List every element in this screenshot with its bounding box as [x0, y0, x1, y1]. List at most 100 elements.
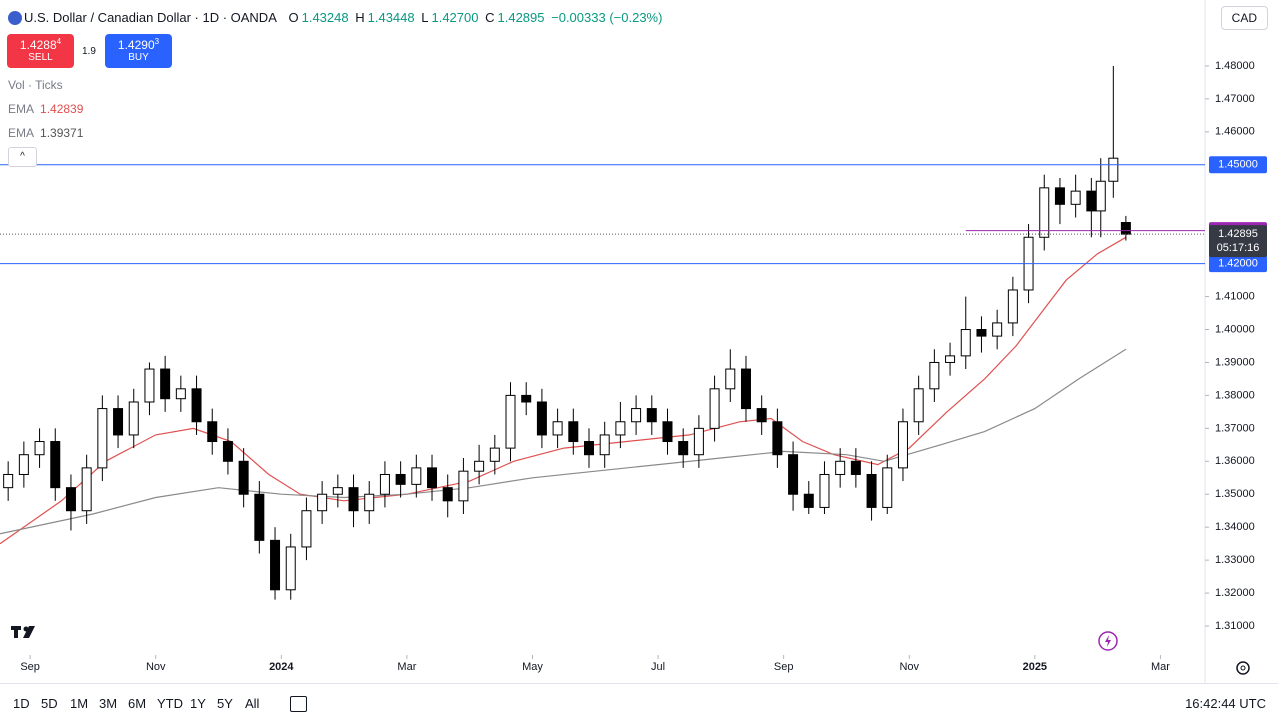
candle-body	[976, 329, 987, 337]
x-tick-label: Mar	[1151, 661, 1170, 673]
buy-button[interactable]: 1.42903 BUY	[105, 34, 172, 68]
x-tick-label: Nov	[146, 661, 166, 673]
sell-button[interactable]: 1.42884 SELL	[7, 34, 74, 68]
candle-body	[897, 421, 908, 469]
indicator-name: Vol · Ticks	[8, 78, 63, 92]
candle-body	[1120, 222, 1131, 235]
sell-price: 1.4288	[19, 38, 57, 52]
candle-body	[772, 421, 783, 456]
candle-body	[50, 441, 61, 489]
tv-logo	[11, 626, 35, 638]
candle-body	[599, 434, 610, 456]
candle-body	[1095, 180, 1106, 212]
flag-icon	[8, 11, 22, 25]
candle-body	[1039, 187, 1050, 238]
candle-body	[521, 394, 532, 403]
candle-body	[458, 470, 469, 502]
range-button[interactable]: 1Y	[190, 696, 206, 711]
candle-body	[222, 441, 233, 462]
level-label-box	[1209, 156, 1267, 174]
y-tick-label: 1.31000	[1215, 620, 1255, 632]
candle-body	[678, 441, 689, 456]
candle-body	[3, 473, 14, 489]
candle-body	[411, 467, 422, 485]
range-button[interactable]: 1M	[70, 696, 89, 711]
y-tick-label: 1.46000	[1215, 126, 1255, 138]
candle-body	[992, 322, 1003, 337]
y-tick-label: 1.37000	[1215, 422, 1255, 434]
buy-pip: 3	[154, 37, 160, 46]
candle-body	[866, 473, 877, 508]
candle-body	[631, 408, 642, 423]
candle-body	[191, 388, 202, 423]
ema-line	[0, 348, 1127, 535]
symbol-title: U.S. Dollar / Canadian Dollar · 1D · OAN…	[24, 10, 277, 25]
candle-body	[615, 421, 626, 436]
plot-area	[0, 65, 1205, 600]
indicator[interactable]: EMA 1.42839	[8, 102, 83, 116]
level-label-box	[1209, 255, 1267, 273]
range-button[interactable]: 5Y	[217, 696, 233, 711]
candle-body	[379, 473, 390, 495]
candle-body	[709, 388, 720, 429]
range-button[interactable]: YTD	[157, 696, 183, 711]
candle-body	[113, 408, 124, 436]
axes: 1.31000 1.32000 1.33000 1.34000 1.35000 1.360…	[20, 60, 1267, 673]
change: −0.00333 (−0.23%)	[551, 10, 663, 25]
level-label: 1.42000	[1218, 258, 1258, 270]
currency-button[interactable]: CAD	[1220, 6, 1268, 30]
candle-body	[756, 408, 767, 423]
y-tick-label: 1.38000	[1215, 389, 1255, 401]
candle-body	[850, 460, 861, 475]
candle-body	[348, 487, 359, 512]
x-tick-label: 2024	[269, 661, 294, 673]
x-tick-label: Jul	[651, 661, 665, 673]
y-tick-label: 1.41000	[1215, 290, 1255, 302]
collapse-button[interactable]: ^	[8, 147, 37, 167]
indicator[interactable]: Vol · Ticks	[8, 78, 63, 92]
range-button[interactable]: All	[245, 696, 260, 711]
candle-body	[489, 447, 500, 462]
candle-body	[160, 368, 171, 400]
candle-body	[1007, 289, 1018, 324]
candle-body	[788, 454, 799, 495]
indicator[interactable]: EMA 1.39371	[8, 126, 83, 140]
y-tick-label: 1.39000	[1215, 356, 1255, 368]
low-value: 1.42700	[431, 10, 479, 25]
candle-body	[270, 539, 281, 591]
last-price-label: 1.42895	[1218, 228, 1258, 240]
settings-icon[interactable]	[1236, 661, 1250, 675]
buy-price: 1.4290	[117, 38, 155, 52]
x-tick-label: Sep	[20, 661, 40, 673]
calendar-icon[interactable]	[290, 696, 307, 712]
x-tick-label: May	[522, 661, 543, 673]
y-tick-label: 1.47000	[1215, 93, 1255, 105]
open-value: 1.43248	[301, 10, 349, 25]
sell-label: SELL	[28, 52, 53, 63]
x-tick-label: Mar	[397, 661, 416, 673]
candle-body	[803, 493, 814, 508]
y-tick-label: 1.48000	[1215, 60, 1255, 72]
range-button[interactable]: 6M	[128, 696, 147, 711]
range-button[interactable]: 3M	[99, 696, 118, 711]
symbol-header: U.S. Dollar / Canadian Dollar · 1D · OAN…	[8, 10, 665, 25]
candle-body	[740, 368, 751, 410]
candle-body	[505, 394, 516, 449]
candle-body	[725, 368, 736, 390]
range-button[interactable]: 1D	[13, 696, 30, 711]
candle-body	[552, 421, 563, 436]
range-button[interactable]: 5D	[41, 696, 58, 711]
high-value: 1.43448	[367, 10, 415, 25]
close-value: 1.42895	[497, 10, 545, 25]
open-label: O	[288, 10, 299, 25]
candle-body	[285, 546, 296, 591]
y-tick-label: 1.40000	[1215, 323, 1255, 335]
sell-pip: 4	[56, 37, 62, 46]
lightning-icon[interactable]	[1098, 631, 1118, 651]
candle-body	[583, 441, 594, 456]
candle-body	[97, 408, 108, 469]
candle-body	[301, 510, 312, 548]
candle-body	[882, 467, 893, 508]
low-label: L	[421, 10, 429, 25]
